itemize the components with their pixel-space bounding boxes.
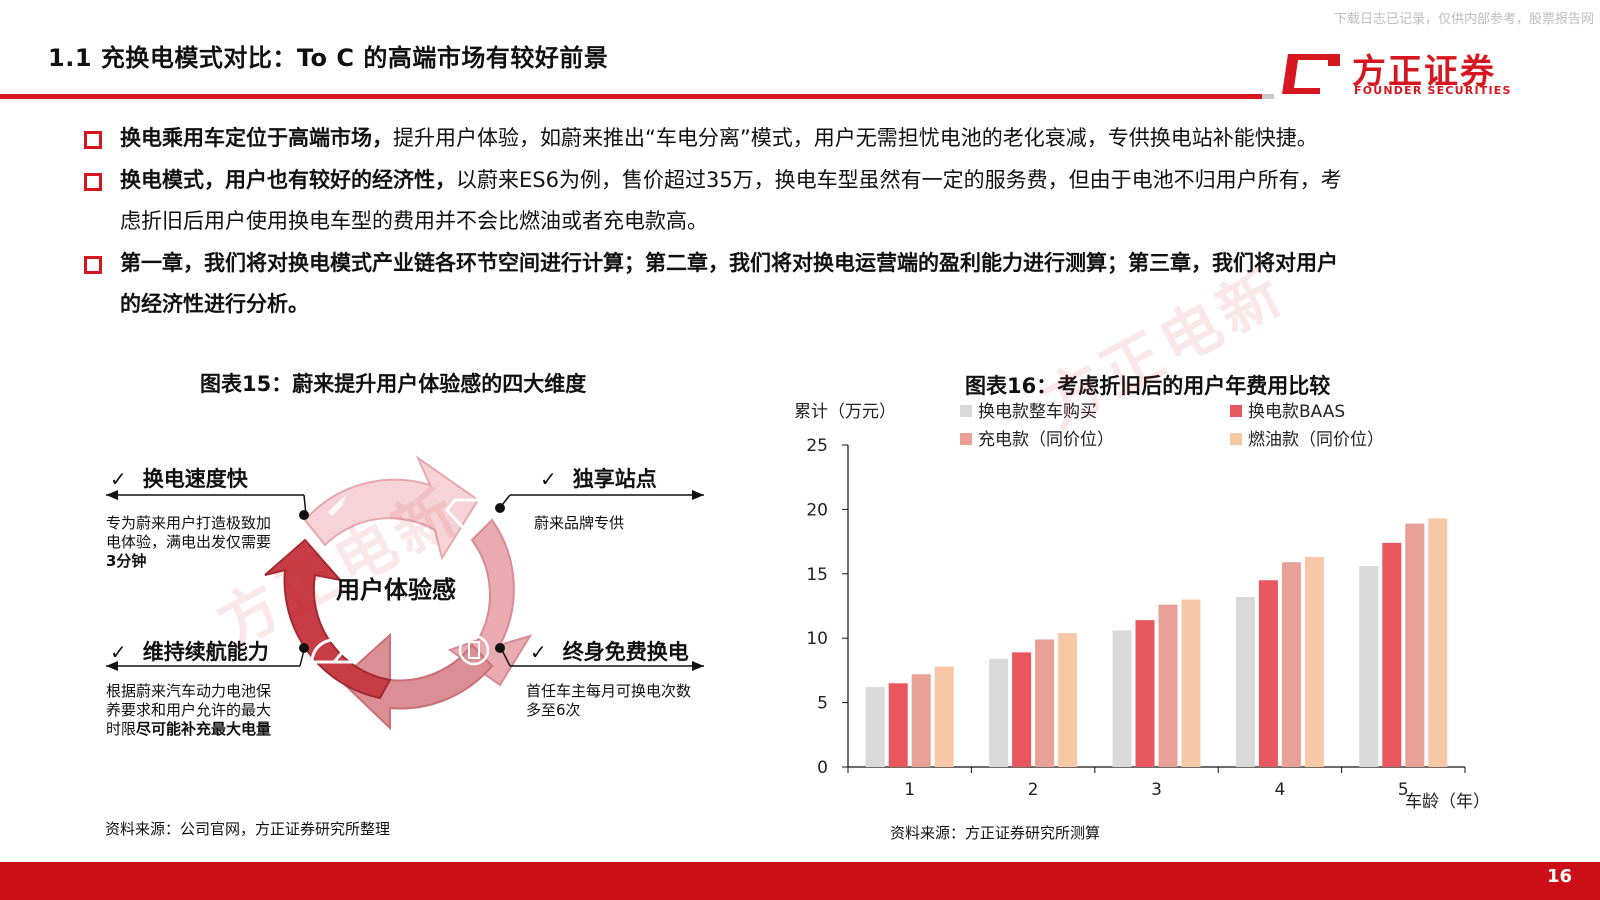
figure15-caption: 图表15：蔚来提升用户体验感的四大维度: [200, 372, 587, 396]
bullet-bold: 的经济性进行分析。: [120, 292, 309, 316]
check-icon: ✓: [110, 467, 127, 491]
footer-bar: [0, 862, 1600, 900]
figure15-source: 资料来源：公司官网，方正证券研究所整理: [105, 820, 391, 838]
bullet-box-icon: [84, 173, 102, 191]
battery-swap-icon: [458, 634, 490, 666]
bullet-text: 以蔚来ES6为例，售价超过35万，换电车型虽然有一定的服务费，但由于电池不归用户…: [456, 168, 1342, 192]
bar-3-1: [1135, 620, 1155, 767]
check-icon: ✓: [540, 467, 557, 491]
legend-swatch: [1230, 433, 1242, 445]
logo-cn-text: 方正证券: [1352, 52, 1496, 92]
legend-label: 燃油款（同价位）: [1248, 430, 1384, 450]
bar-4-1: [1258, 580, 1278, 767]
title-rule-gray: [1262, 94, 1274, 99]
x-axis-label: 车龄（年）: [1405, 792, 1490, 812]
dimension-desc: 专为蔚来用户打造极致加 电体验，满电出发仅需要 3分钟: [106, 514, 272, 570]
rocket-icon: [328, 496, 346, 516]
bar-1-3: [934, 666, 954, 767]
bar-1-2: [911, 674, 931, 767]
connector-dot: [299, 643, 309, 653]
y-axis-label: 累计（万元）: [794, 402, 896, 422]
bar-4-0: [1235, 596, 1255, 767]
speedometer-icon: [310, 638, 358, 664]
bullet-item: 换电模式，用户也有较好的经济性，以蔚来ES6为例，售价超过35万，换电车型虽然有…: [84, 160, 1484, 242]
bullet-item: 第一章，我们将对换电模式产业链各环节空间进行计算；第二章，我们将对换电运营端的盈…: [84, 243, 1484, 325]
bar-1-1: [888, 683, 908, 767]
bar-3-2: [1158, 604, 1178, 767]
dimension-title: ✓ 终身免费换电: [530, 640, 689, 664]
x-tick-label: 2: [1028, 780, 1039, 800]
bullet-item: 换电乘用车定位于高端市场，提升用户体验，如蔚来推出“车电分离”模式，用户无需担忧…: [84, 118, 1484, 159]
legend-swatch: [960, 405, 972, 417]
figure16-source: 资料来源：方正证券研究所测算: [890, 824, 1101, 842]
bullet-bold: 第一章，我们将对换电模式产业链各环节空间进行计算；第二章，我们将对换电运营端的盈…: [120, 251, 1338, 275]
dimension-title: ✓ 独享站点: [540, 467, 657, 491]
x-tick-label: 3: [1151, 780, 1162, 800]
page-title: 1.1 充换电模式对比：To C 的高端市场有较好前景: [48, 44, 609, 72]
bar-4-2: [1281, 562, 1301, 767]
legend-label: 充电款（同价位）: [978, 430, 1114, 450]
check-icon: ✓: [530, 640, 547, 664]
bar-2-0: [989, 658, 1009, 767]
dimension-desc: 蔚来品牌专供: [534, 514, 625, 532]
bar-4-3: [1304, 557, 1324, 767]
dimension-desc: 首任车主每月可换电次数 多至6次: [526, 682, 692, 719]
bar-5-2: [1405, 523, 1425, 767]
connector-dot: [495, 643, 505, 653]
bullet-bold: 换电模式，用户也有较好的经济性，: [120, 168, 456, 192]
bar-3-0: [1112, 630, 1132, 767]
x-tick-label: 5: [1398, 780, 1409, 800]
bar-5-1: [1382, 542, 1402, 767]
y-tick-label: 0: [817, 758, 828, 778]
dimension-title: ✓ 换电速度快: [110, 467, 248, 491]
dimension-title: ✓ 维持续航能力: [110, 640, 269, 664]
dimension-desc: 根据蔚来汽车动力电池保 养要求和用户允许的最大 时限尽可能补充最大电量: [106, 682, 272, 738]
diamond-icon: [445, 498, 489, 535]
legend-swatch: [960, 433, 972, 445]
logo-mark-icon: [1282, 54, 1340, 94]
figure16-caption: 图表16：考虑折旧后的用户年费用比较: [965, 374, 1331, 398]
legend-label: 换电款整车购买: [978, 402, 1097, 422]
bullet-text: 虑折旧后用户使用换电车型的费用并不会比燃油或者充电款高。: [120, 209, 708, 233]
check-icon: ✓: [110, 640, 127, 664]
x-tick-label: 4: [1274, 780, 1285, 800]
y-tick-label: 25: [806, 436, 828, 456]
bar-2-1: [1012, 652, 1032, 767]
bar-3-3: [1181, 599, 1201, 767]
y-tick-label: 20: [806, 500, 828, 520]
y-tick-label: 5: [817, 694, 828, 714]
connector-dot: [495, 503, 505, 513]
experience-cycle-diagram: [106, 455, 704, 730]
bar-2-3: [1058, 633, 1078, 767]
bullet-bold: 换电乘用车定位于高端市场，: [120, 126, 393, 150]
x-tick-label: 1: [904, 780, 915, 800]
top-note: 下载日志已记录，仅供内部参考，股票报告网: [1333, 12, 1594, 27]
legend-swatch: [1230, 405, 1242, 417]
founder-logo: 方正证券 FOUNDER SECURITIES: [1280, 44, 1550, 100]
cycle-center-label: 用户体验感: [336, 576, 456, 604]
page-number: 16: [1546, 866, 1572, 887]
bar-5-3: [1428, 518, 1448, 767]
logo-en-text: FOUNDER SECURITIES: [1354, 84, 1512, 97]
bullet-text: 提升用户体验，如蔚来推出“车电分离”模式，用户无需担忧电池的老化衰减，专供换电站…: [393, 126, 1318, 150]
y-tick-label: 15: [806, 565, 828, 585]
legend-label: 换电款BAAS: [1248, 402, 1345, 422]
bullet-box-icon: [84, 256, 102, 274]
y-tick-label: 10: [806, 629, 828, 649]
bar-1-0: [865, 687, 885, 767]
title-rule: [0, 94, 1262, 99]
bullet-list: 换电乘用车定位于高端市场，提升用户体验，如蔚来推出“车电分离”模式，用户无需担忧…: [84, 118, 1484, 326]
connector-dot: [299, 510, 309, 520]
bar-5-0: [1359, 566, 1379, 767]
bullet-box-icon: [84, 131, 102, 149]
bar-2-2: [1035, 639, 1055, 767]
